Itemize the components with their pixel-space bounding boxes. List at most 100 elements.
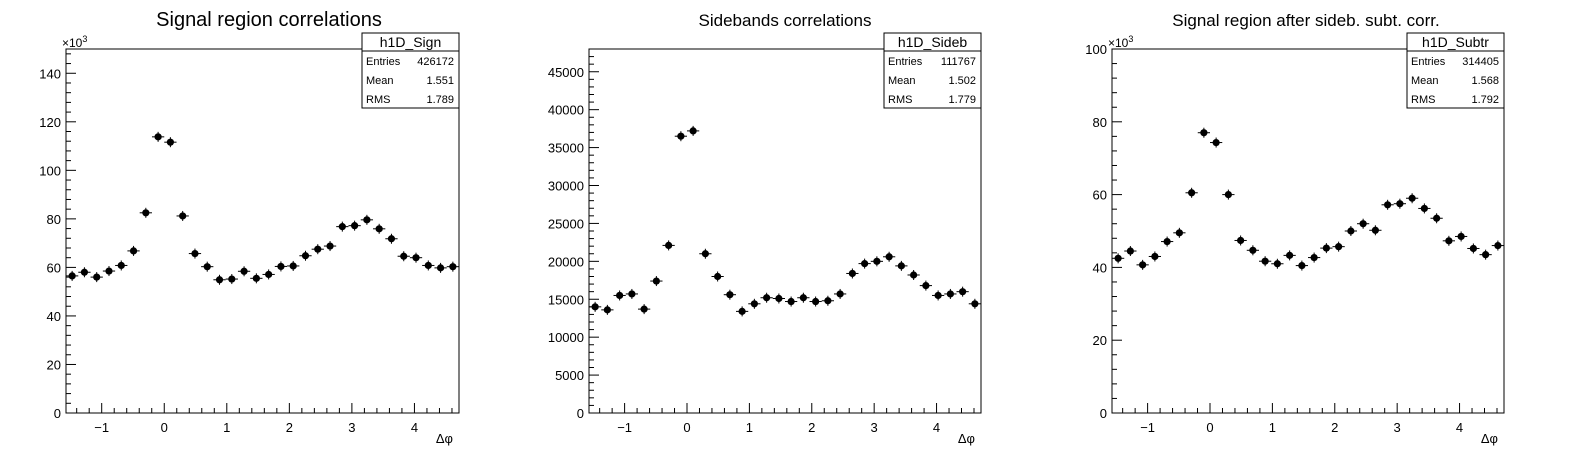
data-marker bbox=[1175, 229, 1183, 237]
data-marker bbox=[897, 262, 905, 270]
data-marker bbox=[1457, 232, 1465, 241]
data-point bbox=[662, 240, 675, 251]
data-marker bbox=[277, 262, 285, 271]
y-tick-label: 80 bbox=[47, 212, 61, 227]
data-marker bbox=[738, 307, 746, 315]
y-exponent-power: 3 bbox=[82, 34, 87, 44]
data-marker bbox=[922, 282, 930, 290]
stats-label-mean: Mean bbox=[366, 75, 394, 87]
stats-value-rms: 1.789 bbox=[426, 94, 454, 106]
data-marker bbox=[375, 225, 383, 233]
x-tick-label: 3 bbox=[1394, 420, 1401, 435]
data-marker bbox=[812, 297, 820, 306]
data-marker bbox=[1347, 227, 1355, 235]
y-tick-label: 35000 bbox=[548, 141, 584, 156]
data-marker bbox=[946, 290, 954, 298]
data-marker bbox=[1114, 254, 1122, 262]
data-point bbox=[723, 289, 736, 300]
data-point bbox=[1308, 252, 1321, 263]
data-point bbox=[650, 276, 663, 287]
data-marker bbox=[787, 297, 795, 306]
data-point bbox=[409, 252, 423, 263]
x-tick-label: 1 bbox=[223, 420, 230, 435]
data-marker bbox=[129, 247, 138, 255]
data-marker bbox=[1433, 214, 1441, 222]
y-tick-label: 40 bbox=[1093, 260, 1107, 275]
data-marker bbox=[1200, 129, 1208, 137]
data-point bbox=[932, 290, 945, 301]
data-marker bbox=[179, 212, 187, 220]
x-tick-label: −1 bbox=[617, 420, 632, 435]
data-marker bbox=[959, 288, 967, 296]
data-marker bbox=[1396, 200, 1404, 208]
data-point bbox=[858, 258, 871, 269]
data-marker bbox=[387, 235, 396, 243]
data-marker bbox=[326, 242, 334, 250]
data-marker bbox=[640, 305, 648, 313]
data-point bbox=[1283, 250, 1296, 261]
data-point bbox=[90, 272, 103, 283]
data-marker bbox=[873, 257, 881, 265]
data-point bbox=[348, 220, 361, 231]
data-point bbox=[434, 262, 447, 273]
data-point bbox=[78, 267, 91, 278]
data-point bbox=[1344, 226, 1357, 236]
data-marker bbox=[1261, 257, 1269, 265]
x-tick-label: 4 bbox=[411, 420, 418, 435]
data-marker bbox=[1286, 251, 1294, 259]
data-point bbox=[1222, 189, 1235, 200]
data-marker bbox=[1445, 237, 1453, 245]
data-marker bbox=[215, 276, 224, 284]
data-marker bbox=[314, 245, 322, 253]
data-marker bbox=[652, 277, 660, 285]
chart-panel-3: Signal region after sideb. subt. corr. −1… bbox=[1085, 11, 1505, 446]
data-point bbox=[1381, 199, 1394, 210]
data-point bbox=[164, 137, 177, 148]
data-marker bbox=[775, 294, 783, 303]
x-tick-label: 1 bbox=[746, 420, 753, 435]
stats-value-entries: 111767 bbox=[941, 56, 976, 68]
y-exponent-label: ×103 bbox=[1108, 34, 1133, 50]
data-point bbox=[225, 274, 238, 285]
stats-box: h1D_Sign Entries 426172 Mean 1.551 RMS 1.789 bbox=[361, 32, 460, 109]
data-point bbox=[373, 223, 386, 234]
data-marker bbox=[934, 291, 942, 300]
data-point bbox=[748, 298, 761, 309]
data-point bbox=[907, 269, 920, 280]
data-point bbox=[1320, 243, 1333, 254]
y-exponent-label: ×103 bbox=[62, 34, 87, 50]
data-point bbox=[797, 292, 810, 303]
x-tick-label: −1 bbox=[94, 420, 109, 435]
data-marker bbox=[436, 264, 445, 272]
y-tick-label: 40 bbox=[47, 309, 61, 324]
x-tick-label: 0 bbox=[1206, 420, 1213, 435]
data-point bbox=[1332, 241, 1345, 252]
data-point bbox=[834, 288, 847, 299]
data-marker bbox=[351, 222, 359, 230]
data-point bbox=[1112, 253, 1125, 264]
data-point bbox=[1455, 231, 1468, 242]
y-tick-label: 20 bbox=[47, 357, 61, 372]
data-marker bbox=[1237, 236, 1245, 245]
y-tick-label: 15000 bbox=[548, 292, 584, 307]
y-tick-label: 140 bbox=[39, 66, 61, 81]
chart-title: Signal region after sideb. subt. corr. bbox=[1172, 11, 1439, 30]
y-tick-label: 120 bbox=[39, 115, 61, 130]
data-marker bbox=[591, 303, 599, 311]
data-point bbox=[274, 261, 288, 272]
chart-title: Sidebands correlations bbox=[699, 11, 872, 30]
data-marker bbox=[1359, 220, 1367, 228]
data-marker bbox=[1188, 189, 1196, 197]
data-point bbox=[601, 304, 614, 315]
data-point bbox=[422, 260, 435, 271]
data-point bbox=[397, 251, 410, 262]
y-tick-label: 20000 bbox=[548, 254, 584, 269]
chart-panel-2: Sidebands correlations −1 0 1 2 3 4 0 5000 10000 1… bbox=[548, 11, 982, 446]
data-marker bbox=[265, 270, 273, 279]
data-marker bbox=[1151, 252, 1159, 261]
data-marker bbox=[836, 290, 844, 298]
data-marker bbox=[117, 261, 125, 270]
data-marker bbox=[1335, 243, 1343, 251]
data-point bbox=[1479, 249, 1492, 260]
